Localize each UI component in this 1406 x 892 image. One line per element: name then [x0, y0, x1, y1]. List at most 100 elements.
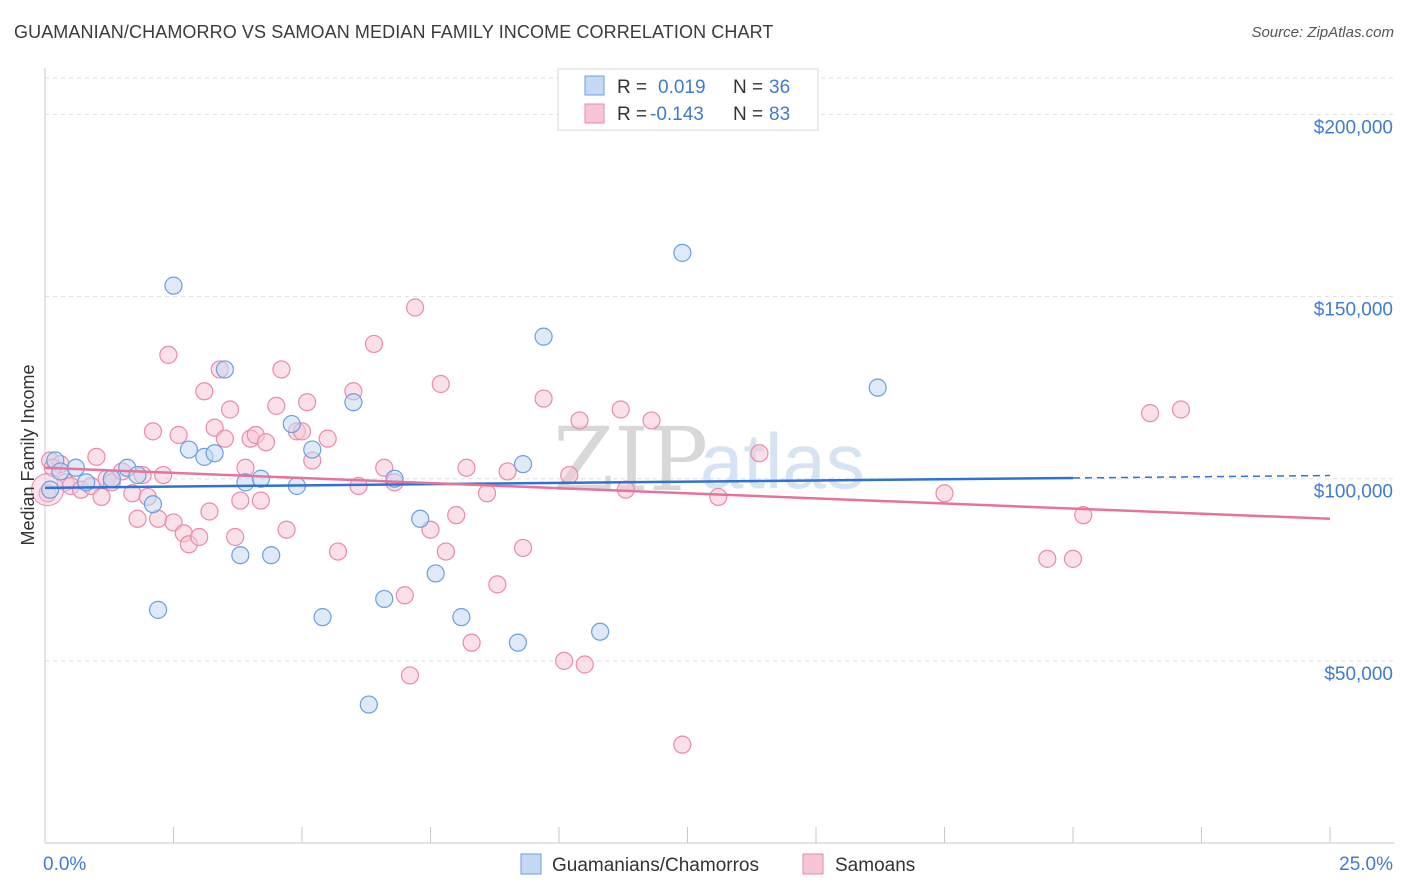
point-samoan-73: [709, 487, 728, 507]
point-samoan-38: [272, 360, 291, 379]
point-guamanian-9: [164, 276, 183, 295]
point-samoan-63: [513, 538, 533, 558]
point-guamanian-23: [359, 695, 378, 714]
y-tick-label-2: $150,000: [1314, 300, 1393, 321]
point-samoan-55: [431, 374, 450, 394]
source-label: Source: ZipAtlas.com: [1251, 24, 1394, 41]
point-samoan-45: [328, 542, 348, 561]
point-samoan-61: [488, 575, 507, 594]
legend-bottom-swatch-pink: [802, 853, 824, 875]
point-samoan-48: [364, 334, 384, 354]
point-guamanian-26: [411, 509, 430, 528]
point-guamanian-10: [179, 440, 199, 459]
legend-r-label-2: R =: [617, 104, 647, 125]
point-samoan-79: [1140, 404, 1160, 423]
point-guamanian-34: [868, 378, 887, 397]
watermark: ZIP atlas: [553, 408, 865, 511]
point-guamanian-29: [508, 633, 527, 652]
series-samoans: [31, 298, 1191, 754]
point-samoan-56: [436, 542, 456, 561]
point-samoan-51: [395, 586, 414, 605]
legend-bottom-label-samoans: Samoans: [835, 855, 915, 876]
point-guamanian-12: [205, 444, 224, 463]
point-samoan-75: [935, 484, 954, 503]
point-guamanian-18: [282, 414, 301, 434]
point-samoan-71: [642, 411, 661, 430]
point-samoan-80: [1171, 400, 1191, 419]
point-samoan-72: [673, 735, 692, 754]
point-samoan-8: [92, 487, 111, 507]
point-samoan-69: [611, 400, 630, 419]
point-samoan-57: [447, 506, 466, 525]
trend-line-guamanians-extension: [1072, 474, 1331, 479]
y-tick-label-1: $100,000: [1314, 482, 1393, 503]
point-guamanian-28: [452, 608, 471, 627]
point-samoan-78: [1074, 506, 1093, 525]
point-guamanian-35: [41, 480, 60, 499]
point-samoan-67: [575, 655, 594, 674]
tick-labels: $50,000 $100,000 $150,000 $200,000 0.0% 25.0%: [43, 117, 1393, 875]
point-samoan-15: [143, 422, 163, 441]
point-samoan-58: [457, 458, 476, 477]
point-samoan-36: [256, 433, 276, 452]
point-guamanian-14: [231, 546, 250, 565]
point-samoan-74: [750, 444, 769, 463]
legend-r-value-2: -0.143: [650, 104, 704, 125]
point-guamanian-33: [673, 243, 692, 262]
point-samoan-44: [318, 429, 337, 448]
legend-n-value-1: 36: [769, 77, 790, 98]
point-samoan-65: [555, 651, 574, 670]
point-guamanian-21: [313, 608, 332, 627]
point-samoan-30: [226, 527, 245, 547]
point-samoan-39: [277, 520, 296, 539]
point-samoan-64: [534, 389, 553, 408]
legend-n-label-2: N =: [733, 104, 763, 125]
watermark-atlas: atlas: [700, 417, 865, 505]
point-samoan-76: [1038, 549, 1057, 568]
legend-r-label-1: R =: [617, 77, 647, 98]
point-samoan-53: [405, 298, 425, 317]
point-guamanian-27: [426, 564, 445, 583]
legend-n-label-1: N =: [733, 77, 763, 98]
point-samoan-7: [87, 447, 106, 466]
legend-swatch-blue: [584, 75, 605, 96]
point-guamanian-16: [251, 469, 270, 488]
point-samoan-23: [190, 527, 209, 547]
point-samoan-29: [220, 400, 240, 419]
point-samoan-13: [128, 509, 147, 528]
legend-r-value-1: 0.019: [658, 77, 706, 98]
point-guamanian-20: [303, 440, 322, 459]
point-guamanian-31: [534, 327, 553, 346]
point-samoan-62: [498, 462, 517, 481]
point-samoan-68: [570, 411, 589, 430]
legend-bottom-swatch-blue: [520, 853, 542, 875]
legend-bottom: Guamanians/Chamorros Samoans: [520, 853, 915, 876]
legend-bottom-label-guamanians: Guamanians/Chamorros: [552, 855, 759, 876]
point-samoan-77: [1063, 549, 1083, 568]
trend-line-guamanians: [44, 476, 1074, 490]
point-guamanian-24: [375, 589, 394, 609]
y-tick-label-3: $200,000: [1314, 117, 1393, 138]
gridlines: [45, 77, 1395, 662]
point-guamanian-6: [128, 465, 147, 485]
trend-line-samoans: [44, 466, 1331, 521]
point-samoan-18: [159, 345, 178, 364]
point-guamanian-8: [148, 600, 168, 619]
point-samoan-66: [560, 465, 579, 485]
point-guamanian-4: [102, 469, 121, 488]
point-samoan-25: [200, 502, 219, 521]
point-samoan-24: [195, 382, 214, 401]
point-samoan-20: [169, 425, 188, 445]
point-guamanian-22: [344, 393, 363, 412]
trend-lines: [44, 466, 1331, 521]
legend-top: R = 0.019 N = 36 R = -0.143 N = 83: [557, 68, 819, 131]
y-axis-label: Median Family Income: [18, 364, 38, 545]
point-guamanian-7: [143, 495, 163, 514]
point-samoan-42: [298, 393, 317, 412]
point-guamanian-17: [262, 546, 281, 565]
x-tick-label-1: 25.0%: [1339, 854, 1393, 875]
point-samoan-28: [215, 429, 234, 448]
point-samoan-35: [251, 491, 270, 510]
point-guamanian-32: [591, 622, 610, 641]
